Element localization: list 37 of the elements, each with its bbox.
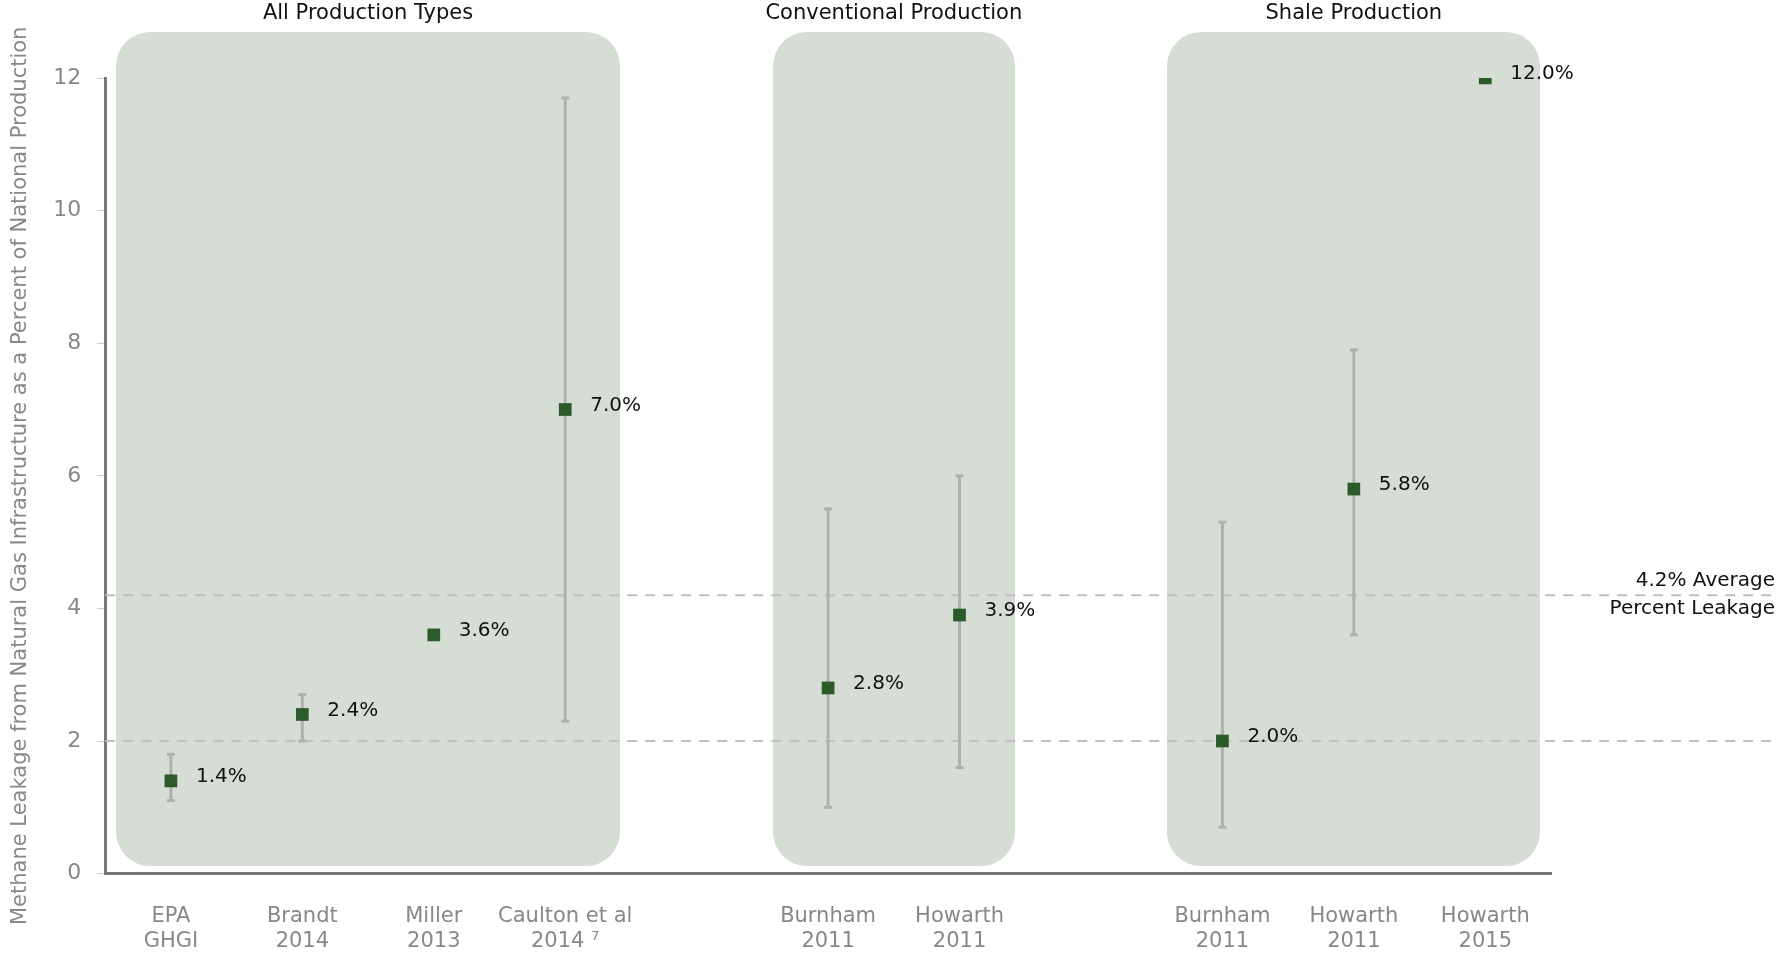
point <box>295 708 309 721</box>
point <box>1347 482 1361 496</box>
y-tick-label: 0 <box>67 859 82 885</box>
data-label: 12.0% <box>1510 60 1574 85</box>
y-tick-label: 4 <box>67 594 82 620</box>
data-label: 2.0% <box>1247 723 1299 748</box>
x-tick-label: Howarth 2011 <box>915 902 1004 952</box>
point <box>953 608 966 622</box>
x-tick-label: Howarth 2011 <box>1309 902 1399 952</box>
text: All Production Types <box>262 0 474 24</box>
y-tick-label: 6 <box>67 461 82 487</box>
y-tick-label: 10 <box>53 196 82 222</box>
point <box>427 628 441 642</box>
text: Shale Production <box>1265 0 1443 24</box>
data-label: 3.6% <box>458 617 510 642</box>
point <box>164 774 178 788</box>
x-tick-label: Burnham 2011 <box>780 902 877 952</box>
x-tick-label: Howarth 2015 <box>1440 902 1530 952</box>
x-tick-label: Caulton et al 2014 ⁷ <box>498 902 633 952</box>
ref-line-label: 4.2% Average Percent Leakage <box>1609 567 1775 620</box>
x-tick-label: Burnham 2011 <box>1174 902 1271 952</box>
data-label: 7.0% <box>590 391 642 416</box>
data-label: 2.4% <box>327 696 379 721</box>
y-axis-title: Methane Leakage from Natural Gas Infrastructure as a Percent of National Production <box>7 26 32 926</box>
point <box>558 403 572 416</box>
y-tick-label: 2 <box>67 726 82 752</box>
point <box>1216 734 1229 748</box>
x-tick-label: Brandt 2014 <box>266 902 338 952</box>
data-label: 5.8% <box>1378 471 1430 496</box>
data-label: 3.9% <box>984 597 1036 622</box>
text: Conventional Production <box>765 0 1023 24</box>
y-tick-label: 12 <box>53 63 82 89</box>
x-tick-label: EPA GHGI <box>143 902 199 952</box>
x-tick-label: Miller 2013 <box>405 902 463 952</box>
y-tick-label: 8 <box>67 328 82 354</box>
data-label: 2.8% <box>853 670 904 695</box>
data-label: 1.4% <box>195 762 247 787</box>
